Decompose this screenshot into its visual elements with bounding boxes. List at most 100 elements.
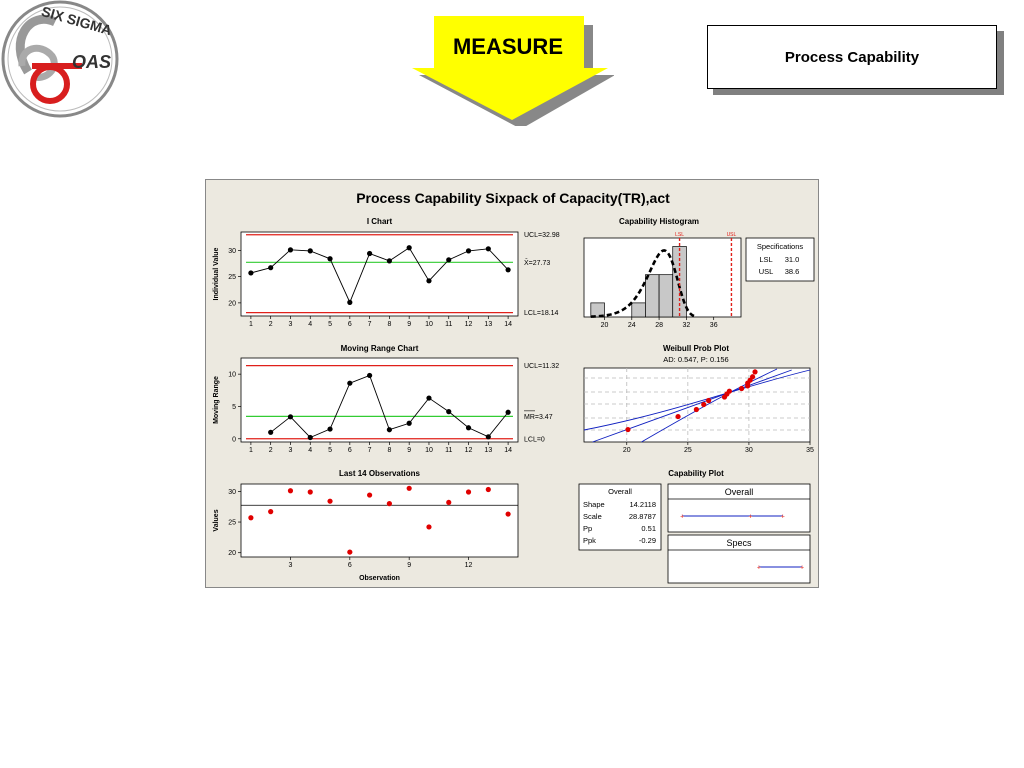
last14-frame (240, 483, 519, 558)
histogram-bar (645, 274, 660, 318)
mr-chart-point (268, 429, 274, 435)
weibull-xtick-label: 20 (623, 447, 631, 454)
six-sigma-oas-logo: SIX SIGMA OAS (1, 0, 119, 118)
last14-xlabel: Observation (359, 575, 400, 582)
mr-chart-center-label: MR=3.47 (524, 414, 553, 421)
last14-title: Last 14 Observations (339, 469, 420, 478)
last14-point (307, 489, 313, 495)
specifications-value: 31.0 (785, 255, 800, 264)
last14-xtick-label: 9 (407, 562, 411, 569)
i-chart-point (347, 299, 353, 305)
mr-chart-xtick-label: 9 (407, 447, 411, 454)
mr-chart-point (367, 372, 373, 379)
last14-xtick-label: 12 (465, 562, 473, 569)
i-chart-point (367, 250, 373, 257)
specifications-key: USL (759, 267, 774, 276)
sixpack-svg: Process Capability Sixpack of Capacity(T… (213, 190, 815, 584)
last14-point (426, 524, 432, 530)
weibull-ci-upper (583, 369, 811, 431)
mr-chart-point (485, 434, 491, 440)
weibull-xtick-label: 25 (684, 447, 692, 454)
mr-chart-frame (240, 357, 519, 443)
i-chart-xtick-label: 14 (504, 321, 512, 328)
capability-sixpack-panel: Process Capability Sixpack of Capacity(T… (205, 179, 819, 588)
i-chart-xtick-label: 13 (484, 321, 492, 328)
i-chart-ytick-label: 20 (228, 300, 236, 307)
weibull-point (625, 426, 631, 433)
mr-chart-xtick-label: 1 (249, 447, 253, 454)
mr-chart-point (465, 425, 472, 431)
last14-point (367, 492, 373, 498)
i-chart-title: I Chart (367, 217, 393, 226)
i-chart-ytick-label: 25 (228, 274, 236, 281)
mr-chart-xtick-label: 4 (308, 447, 312, 454)
i-chart-point (465, 248, 472, 254)
mr-chart-ylabel: Moving Range (213, 376, 220, 424)
i-chart-ylabel: Individual Value (213, 247, 220, 300)
mr-chart-xtick-label: 14 (504, 447, 512, 454)
i-chart-ytick-label: 30 (228, 248, 236, 255)
overall-interval-marker: + (748, 514, 752, 521)
i-chart-point (406, 245, 412, 251)
i-chart-ucl-label: UCL=32.98 (524, 232, 560, 239)
weibull-point (726, 388, 732, 394)
i-chart-point (287, 247, 294, 253)
last14-point (347, 549, 353, 555)
weibull-ci-lower (641, 368, 778, 443)
mr-chart-xtick-label: 7 (368, 447, 372, 454)
mr-chart-lcl-label: LCL=0 (524, 436, 545, 443)
mr-chart-point (505, 409, 511, 415)
mr-chart-point (406, 420, 412, 426)
i-chart-point (426, 278, 432, 284)
overall-interval-marker: + (680, 514, 684, 521)
mr-chart-xtick-label: 12 (465, 447, 473, 454)
weibull-point (701, 401, 707, 408)
i-chart-xtick-label: 2 (269, 321, 273, 328)
weibull-point (675, 413, 681, 420)
i-chart-point (446, 257, 452, 263)
last14-point (406, 485, 412, 491)
histogram-title: Capability Histogram (619, 217, 699, 226)
i-chart-xtick-label: 7 (368, 321, 372, 328)
i-chart-series-line (250, 247, 509, 304)
specifications-heading: Specifications (757, 242, 804, 251)
i-chart-xtick-label: 6 (348, 321, 352, 328)
i-chart-xtick-label: 5 (328, 321, 332, 328)
mr-chart-xtick-label: 3 (289, 447, 293, 454)
last14-point (505, 511, 511, 517)
histogram-usl-label: USL (727, 232, 737, 238)
histogram-bar (590, 302, 605, 318)
last14-point (287, 488, 294, 494)
i-chart-point (248, 270, 254, 276)
histogram-xtick-label: 24 (628, 322, 636, 329)
i-chart-xtick-label: 9 (407, 321, 411, 328)
last14-point (465, 489, 472, 495)
weibull-subtitle: AD: 0.547, P: 0.156 (663, 355, 728, 364)
i-chart-xtick-label: 4 (308, 321, 312, 328)
mr-chart-ytick-label: 5 (232, 404, 236, 411)
i-chart-point (505, 267, 511, 273)
measure-label: MEASURE (452, 34, 563, 59)
process-capability-title: Process Capability (784, 48, 920, 66)
i-chart-point (268, 265, 274, 271)
overall-stats-box (578, 483, 662, 551)
mr-chart-title: Moving Range Chart (341, 344, 419, 353)
mr-chart-xtick-label: 5 (328, 447, 332, 454)
i-chart-lcl-label: LCL=18.14 (524, 310, 559, 317)
weibull-title: Weibull Prob Plot (663, 344, 729, 353)
capability-specs-label: Specs (726, 538, 752, 548)
weibull-point (706, 397, 712, 404)
last14-point (327, 498, 333, 504)
last14-point (386, 501, 392, 507)
i-chart-xtick-label: 10 (425, 321, 433, 328)
histogram-xtick-label: 20 (601, 322, 609, 329)
i-chart-point (386, 258, 392, 264)
specifications-value: 38.6 (785, 267, 800, 276)
mr-chart-xtick-label: 10 (425, 447, 433, 454)
overall-stats-key: Shape (583, 500, 605, 509)
i-chart-xtick-label: 12 (465, 321, 473, 328)
i-chart-center-label: X̄=27.73 (524, 259, 550, 267)
capability-overall-label: Overall (725, 487, 754, 497)
overall-stats-key: Scale (583, 512, 602, 521)
histogram-fit-curve (590, 249, 697, 318)
